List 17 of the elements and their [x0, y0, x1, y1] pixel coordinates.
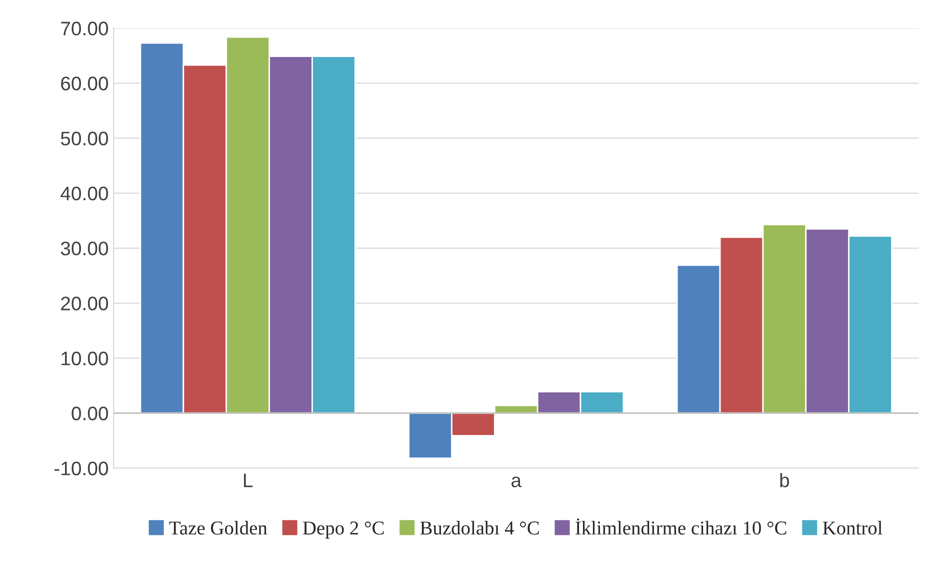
x-tick-label: a [512, 476, 522, 488]
y-tick-label: 30.00 [60, 242, 108, 256]
y-tick-label: -10.00 [54, 462, 108, 476]
y-tick-label: 0.00 [72, 406, 108, 420]
y-tick-label: 50.00 [60, 132, 108, 146]
y-tick-label: 60.00 [61, 76, 108, 90]
legend-label: Buzdolabı 4 °C [420, 520, 539, 535]
y-tick-label: 70.00 [61, 22, 108, 36]
legend-label: Depo 2 °C [302, 521, 384, 539]
x-tick-label: b [780, 472, 790, 488]
legend-label: Kontrol [822, 520, 882, 535]
legend-label: İklimlendirme cihazı 10 °C [576, 518, 786, 535]
y-tick-label: 20.00 [61, 296, 108, 310]
y-tick-label: 40.00 [60, 186, 108, 200]
y-tick-label: 10.00 [62, 352, 108, 366]
legend-label: Taze Golden [169, 520, 268, 535]
x-tick-label: L [244, 474, 253, 488]
